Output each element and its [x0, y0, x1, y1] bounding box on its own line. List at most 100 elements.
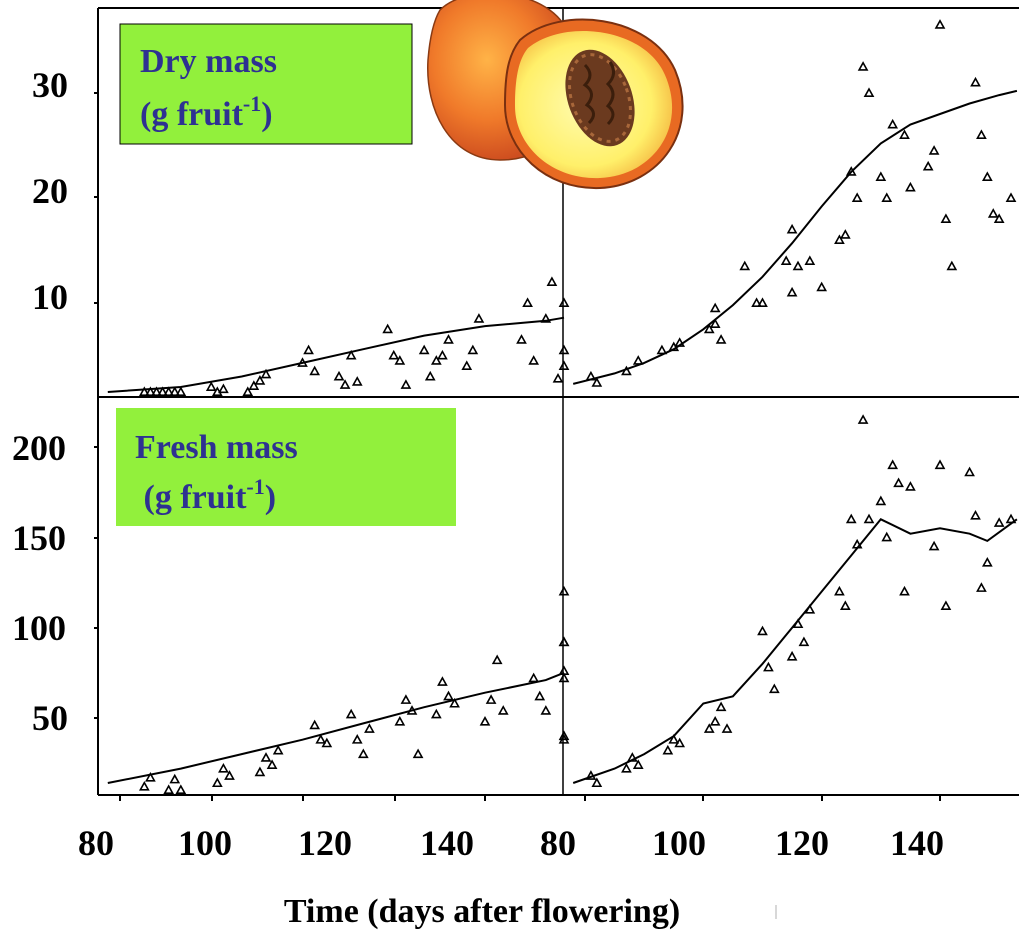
dry-right-point	[632, 355, 644, 365]
dry-left-point	[175, 386, 187, 396]
fresh-y-tick-label: 100	[12, 608, 66, 648]
dry-right-point	[834, 234, 845, 244]
fresh-left-point	[272, 744, 284, 755]
fresh-left-point	[394, 715, 406, 726]
fresh-right-point	[976, 582, 987, 592]
fresh-mass-label-box: Fresh mass (g fruit-1)	[116, 408, 456, 526]
fresh-right-point	[621, 762, 632, 773]
dry-left-point	[138, 386, 150, 396]
dry-right-point	[987, 208, 999, 218]
fresh-left-point	[315, 734, 327, 744]
dry-right-point	[816, 281, 828, 292]
dry-left-point	[151, 386, 162, 396]
dry-right-point	[757, 297, 768, 307]
dry-left-point	[303, 344, 314, 355]
fresh-left-series	[107, 585, 570, 794]
dry-right-point	[792, 260, 804, 271]
dry-right-point	[981, 171, 993, 181]
fresh-left-point	[175, 784, 187, 794]
dry-left-point	[388, 349, 400, 360]
dry-left-point	[467, 344, 479, 355]
fresh-left-point	[345, 708, 357, 719]
stray-mark	[775, 905, 777, 919]
x-tick-label: 120	[298, 823, 352, 863]
dry-left-point	[333, 370, 345, 381]
dry-right-point	[804, 255, 816, 265]
fresh-mass-unit: (g fruit-1)	[135, 474, 276, 516]
dry-right-point	[1005, 192, 1017, 202]
dry-right-point	[946, 260, 958, 271]
fresh-left-point	[479, 715, 491, 726]
fresh-left-point	[540, 705, 552, 715]
fresh-left-point	[528, 672, 540, 683]
fresh-right-point	[839, 600, 851, 610]
dry-right-point	[709, 318, 721, 328]
dry-left-point	[418, 344, 430, 355]
dry-left-point	[437, 349, 448, 360]
fresh-right-point	[786, 650, 798, 661]
fresh-right-point	[757, 625, 768, 636]
dry-right-point	[839, 229, 851, 239]
fresh-left-point	[163, 784, 175, 794]
fresh-right-point	[763, 661, 774, 672]
fresh-left-point	[558, 585, 570, 596]
dry-left-point	[394, 355, 406, 365]
dry-left-point	[205, 381, 217, 391]
dry-right-point	[621, 365, 632, 376]
dry-right-point	[899, 129, 910, 139]
dry-left-point	[169, 386, 181, 396]
fresh-right-point	[851, 538, 863, 549]
fresh-left-point	[364, 723, 375, 733]
fresh-right-point	[1005, 513, 1017, 524]
dry-left-point	[254, 375, 266, 385]
dry-right-point	[656, 344, 668, 355]
dry-right-point	[857, 61, 869, 71]
dry-left-point	[461, 360, 473, 370]
dry-right-point	[887, 118, 899, 129]
fresh-right-point	[591, 777, 603, 788]
x-tick-label: 140	[890, 823, 944, 863]
dry-right-point	[940, 213, 952, 223]
dry-left-point	[558, 297, 570, 307]
dry-left-series	[107, 276, 570, 396]
fresh-right-point	[709, 715, 721, 726]
fresh-left-point	[321, 737, 333, 748]
fresh-y-tick-label: 200	[12, 428, 66, 468]
fresh-left-point	[485, 694, 497, 704]
dry-right-series	[572, 19, 1018, 387]
fresh-left-point	[211, 777, 223, 788]
dry-left-point	[558, 344, 570, 355]
fresh-right-point	[875, 495, 887, 506]
fresh-left-point	[497, 705, 509, 715]
dry-mass-label-box: Dry mass (g fruit-1)	[119, 23, 413, 145]
fresh-right-point	[993, 517, 1005, 527]
dry-right-point	[591, 377, 603, 387]
dry-left-point	[260, 368, 272, 379]
dry-left-point	[516, 334, 527, 344]
fresh-left-point	[558, 734, 570, 744]
x-tick-labels-left: 80 100 120 140	[78, 823, 474, 863]
fresh-right-series	[572, 414, 1018, 788]
fresh-right-point	[940, 600, 952, 610]
fresh-right-point	[857, 414, 869, 424]
fresh-left-point	[449, 697, 460, 708]
dry-right-point	[703, 323, 715, 334]
x-tick-labels-right: 80 100 120 140	[540, 823, 944, 863]
dry-left-point	[400, 379, 412, 389]
dry-right-point	[934, 19, 946, 29]
fresh-right-point	[792, 618, 804, 629]
fresh-right-point	[798, 636, 810, 647]
dry-left-point	[382, 323, 394, 334]
fresh-right-point	[899, 585, 910, 596]
dry-left-point	[473, 313, 485, 323]
fresh-right-point	[662, 744, 674, 755]
x-tick-label: 140	[420, 823, 474, 863]
dry-right-point	[875, 171, 887, 181]
fresh-right-point	[721, 723, 733, 733]
dry-left-point	[297, 357, 308, 367]
fresh-right-point	[934, 459, 946, 470]
x-tick-label: 80	[78, 823, 114, 863]
dry-left-point	[430, 355, 442, 365]
dry-mass-title: Dry mass	[140, 43, 277, 80]
fresh-left-point	[138, 781, 150, 791]
